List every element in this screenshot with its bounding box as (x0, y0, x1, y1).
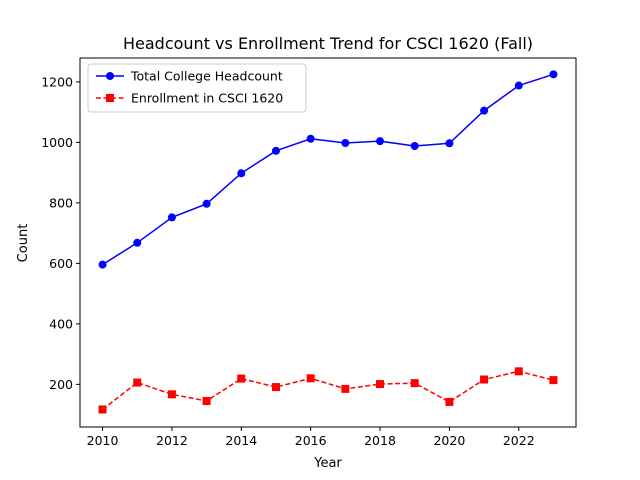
legend-marker-enrollment (106, 94, 114, 102)
series-line-total-college-headcount (102, 73, 554, 266)
plot-frame (79, 57, 577, 428)
data-point-total-college-headcount (306, 134, 315, 143)
data-point-enrollment-in-csci-1620 (237, 374, 246, 383)
data-point-enrollment-in-csci-1620 (341, 384, 350, 393)
legend-label-enrollment: Enrollment in CSCI 1620 (131, 91, 283, 106)
legend-marker-headcount (106, 72, 114, 80)
y-axis-label: Count (16, 224, 31, 263)
y-tick-label: 600 (49, 256, 73, 271)
data-point-total-college-headcount (167, 213, 176, 222)
x-tick-label: 2020 (433, 433, 465, 448)
data-point-total-college-headcount (376, 137, 385, 146)
series-line-enrollment-in-csci-1620 (102, 370, 554, 411)
data-point-enrollment-in-csci-1620 (549, 376, 558, 385)
data-point-total-college-headcount (271, 146, 280, 155)
y-tick-label: 200 (49, 377, 73, 392)
data-point-total-college-headcount (98, 260, 107, 269)
data-point-enrollment-in-csci-1620 (410, 379, 419, 388)
x-tick-label: 2018 (364, 433, 396, 448)
data-point-enrollment-in-csci-1620 (167, 390, 176, 399)
x-axis: 2010 2012 2014 2016 2018 2020 2022 (87, 427, 535, 448)
legend: Total College Headcount Enrollment in CS… (87, 63, 307, 113)
data-point-enrollment-in-csci-1620 (480, 375, 489, 384)
data-point-total-college-headcount (549, 70, 558, 79)
x-tick-label: 2022 (503, 433, 535, 448)
data-point-total-college-headcount (514, 81, 523, 90)
y-tick-label: 1200 (41, 74, 73, 89)
y-tick-label: 800 (49, 195, 73, 210)
x-tick-label: 2014 (225, 433, 257, 448)
plot-area (98, 70, 558, 414)
chart-title: Headcount vs Enrollment Trend for CSCI 1… (123, 34, 533, 53)
x-tick-label: 2012 (156, 433, 188, 448)
y-axis: 200 400 600 800 1000 1200 (41, 74, 80, 392)
x-axis-label: Year (313, 456, 342, 471)
legend-label-headcount: Total College Headcount (130, 69, 283, 84)
data-point-total-college-headcount (445, 139, 454, 148)
data-point-enrollment-in-csci-1620 (445, 397, 454, 406)
data-point-total-college-headcount (237, 169, 246, 178)
data-point-enrollment-in-csci-1620 (202, 396, 211, 405)
data-point-enrollment-in-csci-1620 (376, 380, 385, 389)
data-point-enrollment-in-csci-1620 (306, 374, 315, 383)
x-tick-label: 2016 (295, 433, 327, 448)
data-point-total-college-headcount (133, 238, 142, 247)
y-tick-label: 400 (49, 316, 73, 331)
x-tick-label: 2010 (87, 433, 119, 448)
legend-box (87, 63, 307, 113)
data-point-enrollment-in-csci-1620 (98, 405, 107, 414)
data-point-enrollment-in-csci-1620 (133, 378, 142, 387)
data-point-enrollment-in-csci-1620 (514, 367, 523, 376)
data-point-total-college-headcount (410, 142, 419, 151)
y-tick-label: 1000 (41, 135, 73, 150)
data-point-total-college-headcount (480, 106, 489, 115)
data-point-enrollment-in-csci-1620 (271, 383, 280, 392)
data-point-total-college-headcount (341, 138, 350, 147)
data-point-total-college-headcount (202, 199, 211, 208)
